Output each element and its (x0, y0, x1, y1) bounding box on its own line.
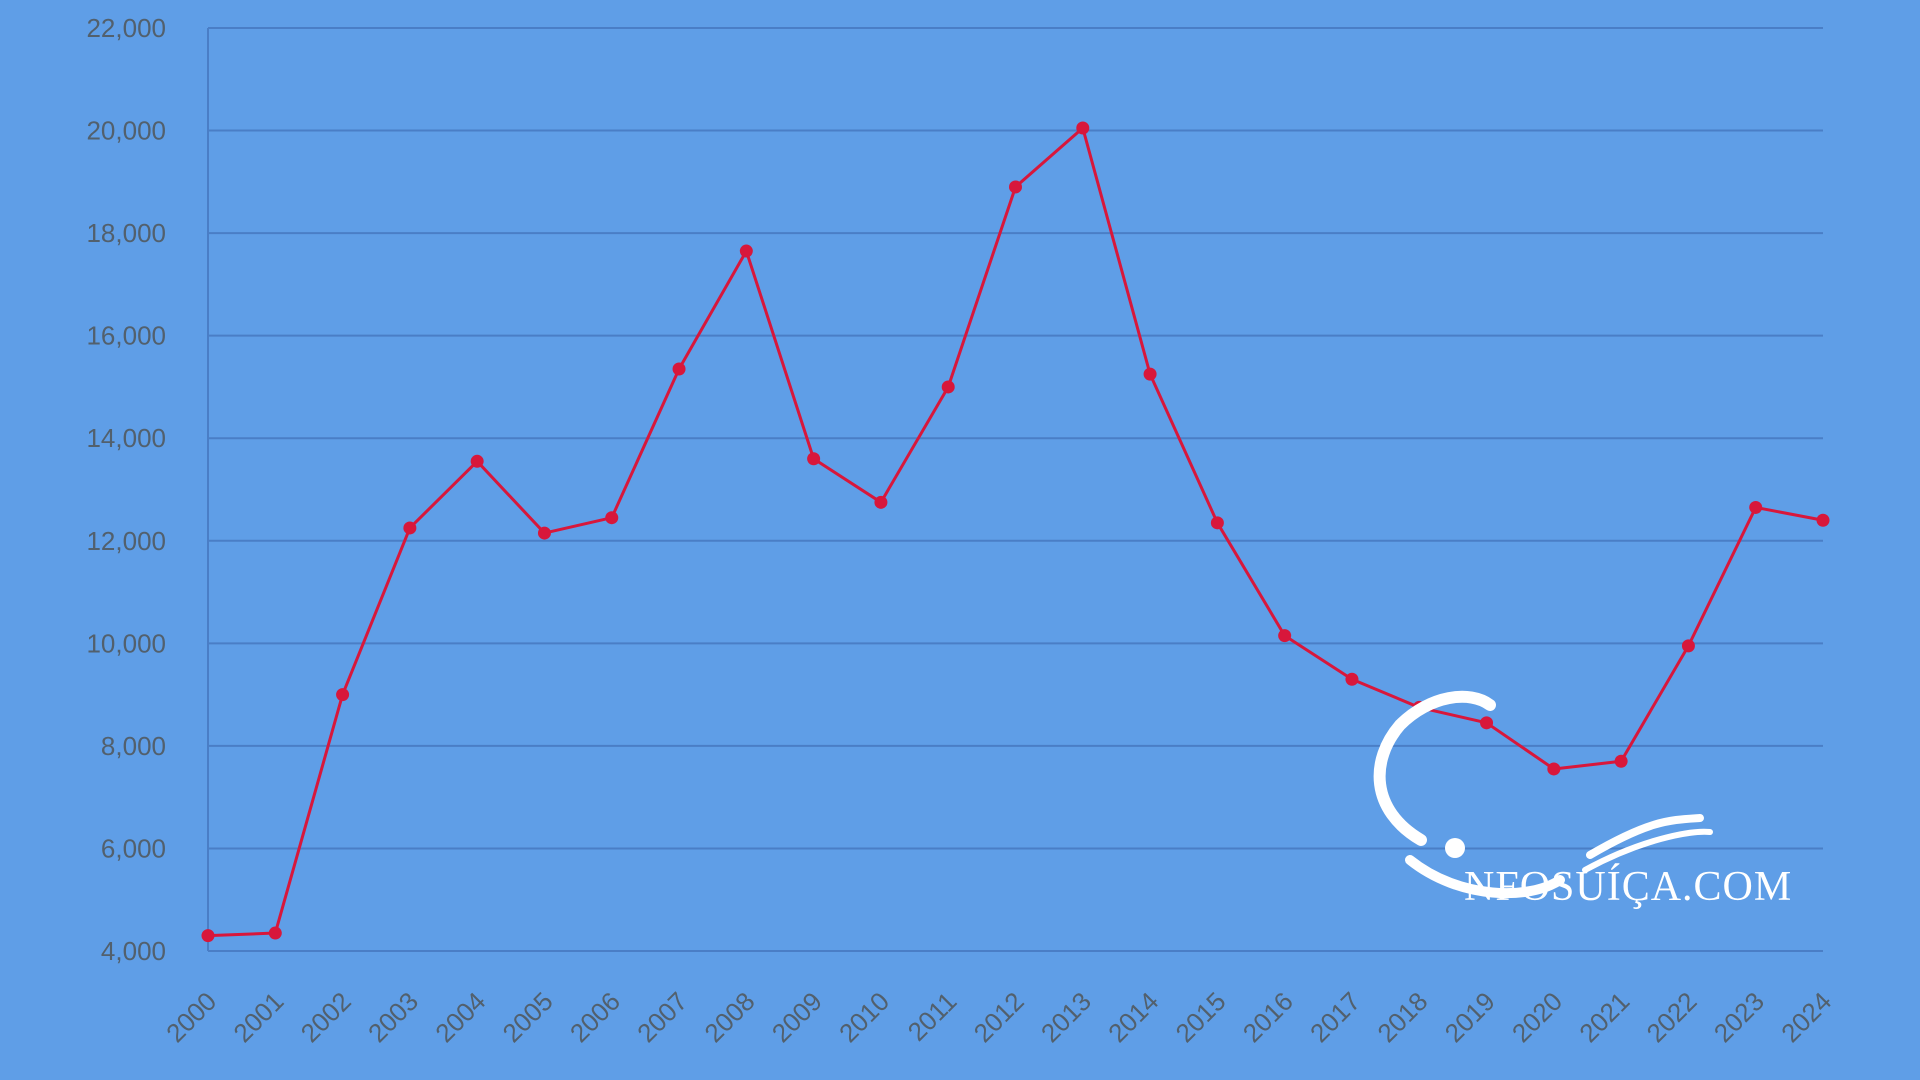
y-tick-label: 6,000 (101, 833, 166, 863)
data-point (336, 688, 350, 702)
y-tick-label: 12,000 (86, 526, 166, 556)
watermark-text: NFOSUÍÇA.COM (1464, 863, 1792, 910)
data-point (1143, 367, 1157, 381)
y-tick-label: 4,000 (101, 936, 166, 966)
data-point (1614, 754, 1628, 768)
grid-lines (208, 27, 1823, 952)
y-tick-labels: 4,000 6,000 8,000 10,000 12,000 14,000 16,000 1… (86, 13, 166, 966)
y-tick-label: 8,000 (101, 731, 166, 761)
data-point (537, 526, 551, 540)
data-point (470, 454, 484, 468)
data-point (1681, 639, 1695, 653)
data-point (268, 926, 282, 940)
y-tick-label: 10,000 (86, 628, 166, 658)
data-point (1345, 672, 1359, 686)
y-tick-label: 22,000 (86, 13, 166, 43)
data-point (807, 452, 821, 466)
watermark-logo: NFOSUÍÇA.COM (1373, 690, 1792, 910)
y-tick-label: 18,000 (86, 218, 166, 248)
data-point (1076, 121, 1090, 135)
data-point (1278, 629, 1292, 643)
data-point (1547, 762, 1561, 776)
data-point (941, 380, 955, 394)
data-point (403, 521, 417, 535)
infosuica-logo-icon (1373, 690, 1713, 899)
data-point (605, 511, 619, 525)
data-point (1480, 716, 1494, 730)
y-tick-label: 14,000 (86, 423, 166, 453)
data-point (672, 362, 686, 376)
data-point (1210, 516, 1224, 530)
data-point (1816, 513, 1830, 527)
data-point (1749, 500, 1763, 514)
y-tick-label: 16,000 (86, 321, 166, 351)
data-point (874, 495, 888, 509)
data-point (739, 244, 753, 258)
series (201, 121, 1830, 943)
data-point (201, 929, 215, 943)
data-point (1009, 180, 1022, 194)
axes (207, 28, 1823, 952)
y-tick-label: 20,000 (86, 116, 166, 146)
